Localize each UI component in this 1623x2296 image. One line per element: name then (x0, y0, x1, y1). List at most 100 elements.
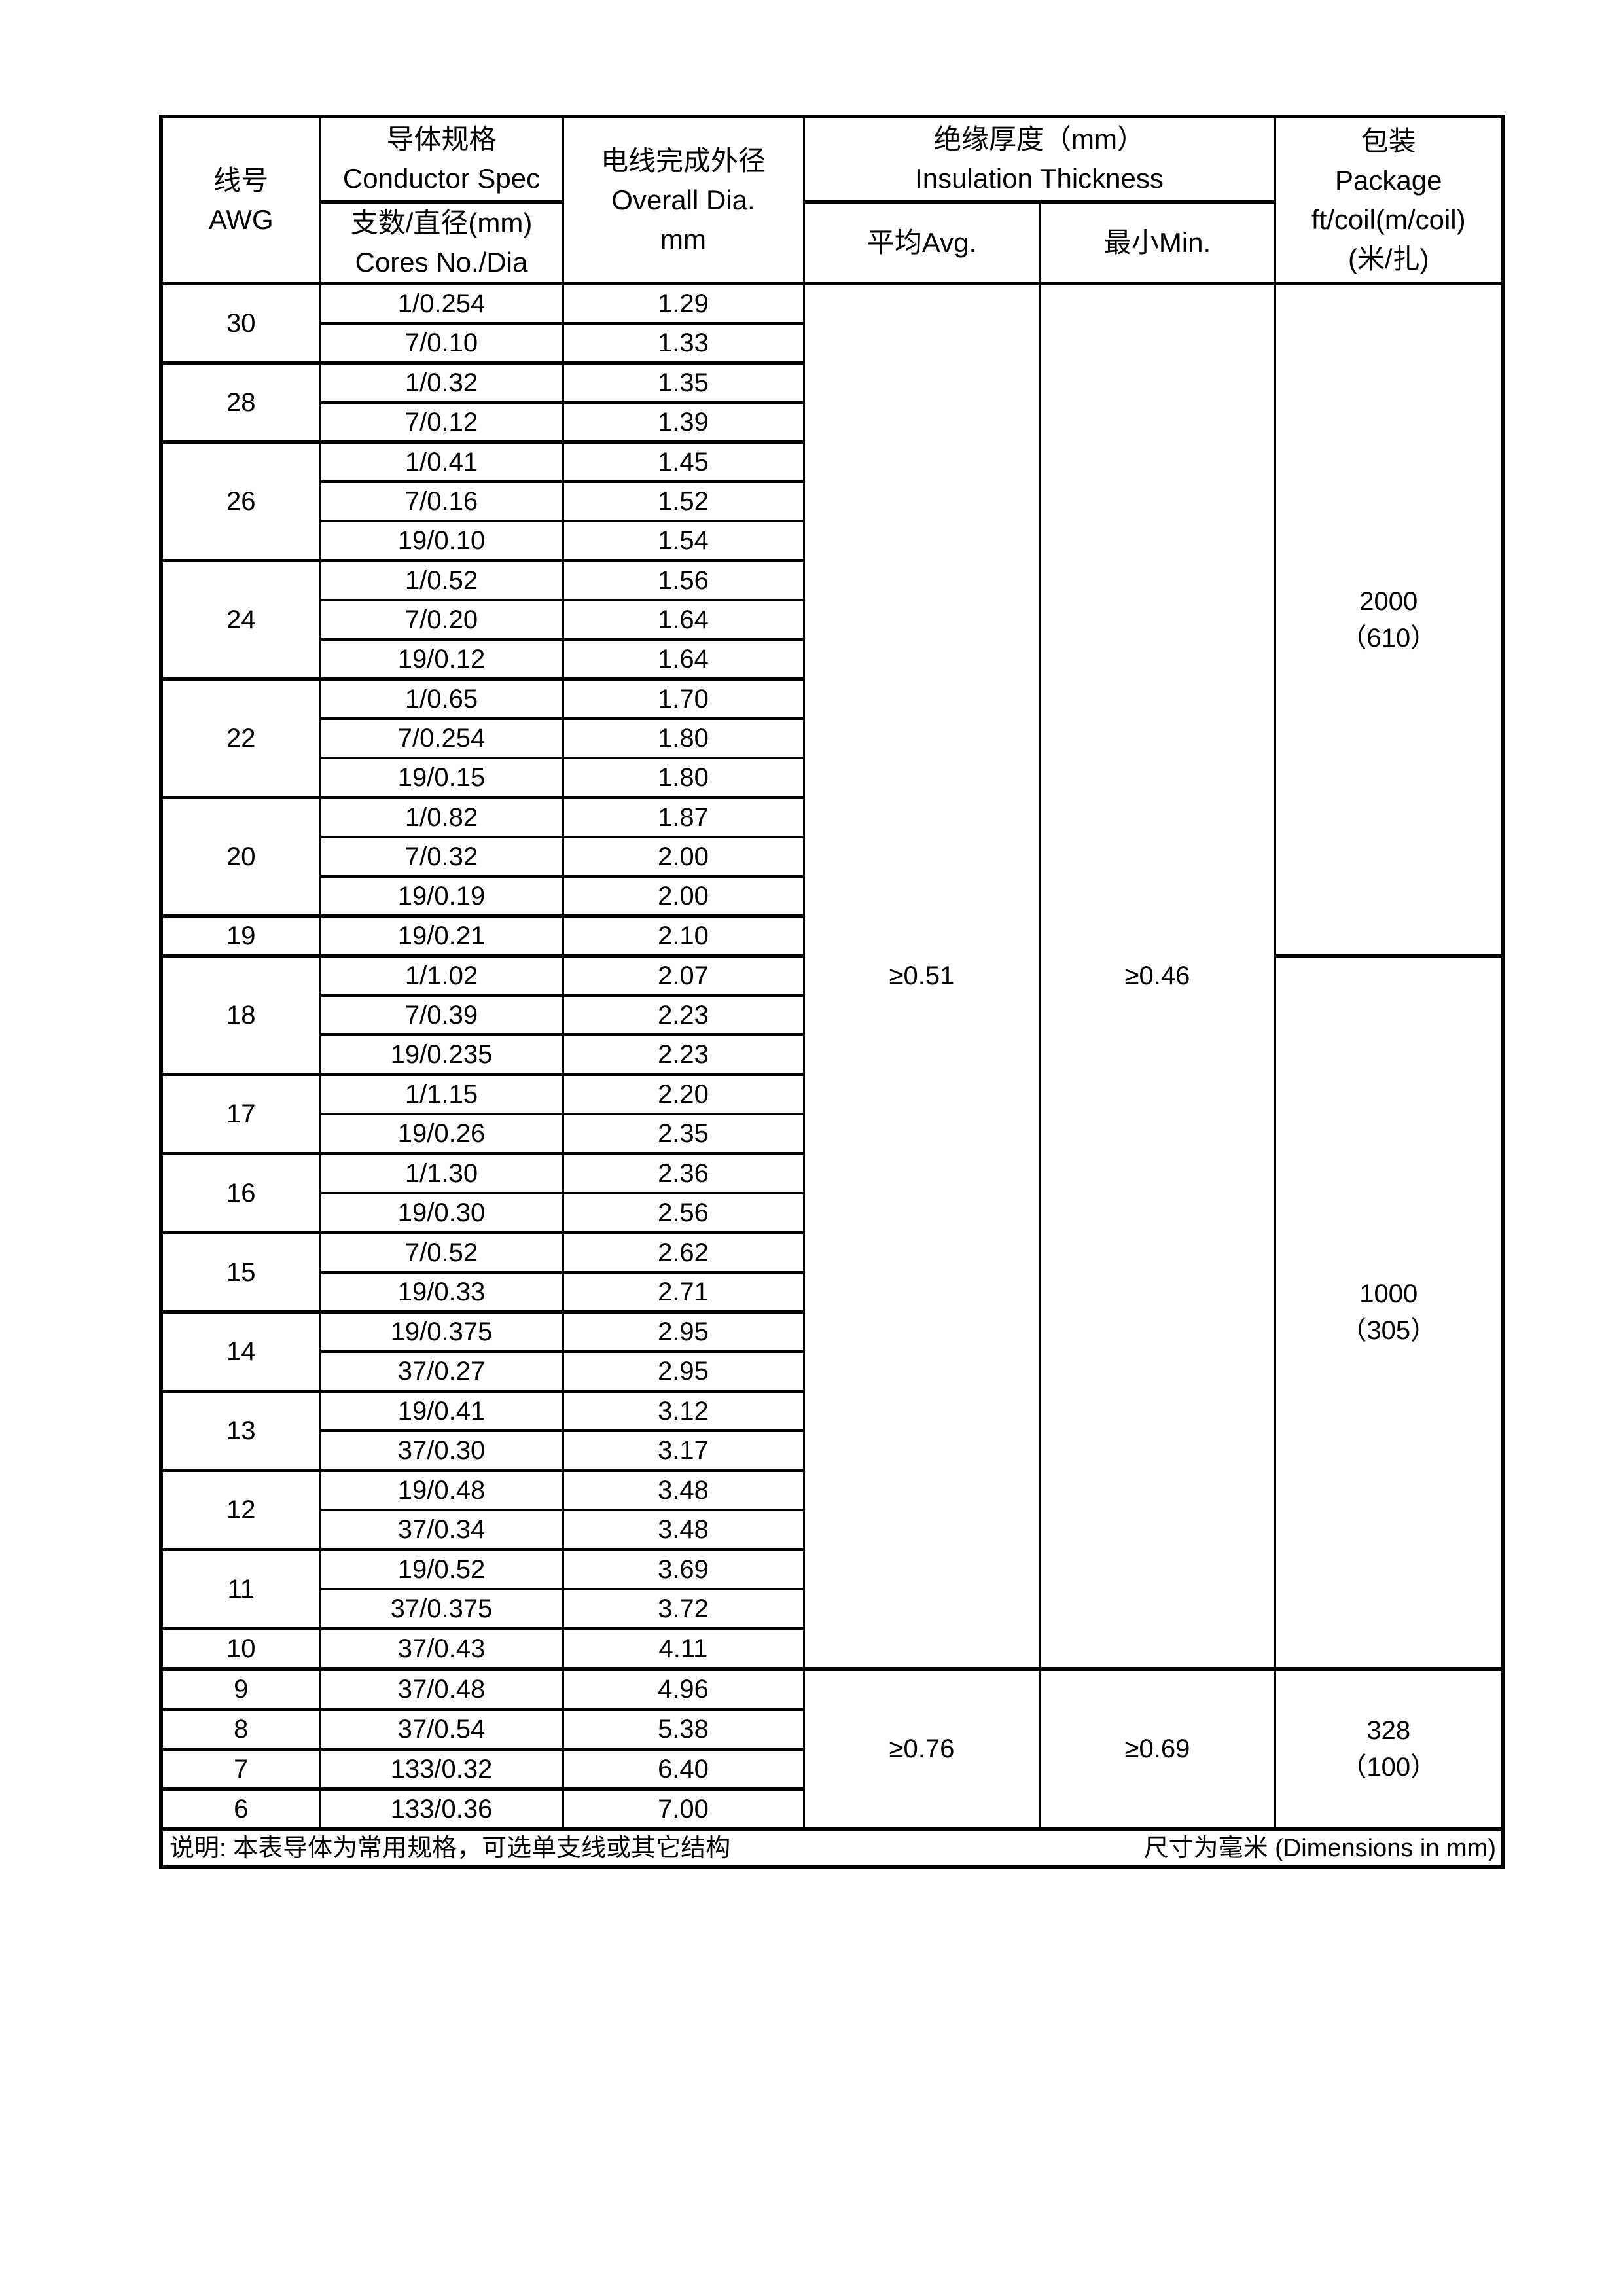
awg-cell: 17 (160, 1072, 321, 1155)
awg-cell: 24 (160, 558, 321, 680)
table-row: 19/0.235 2.23 (161, 1033, 1503, 1075)
dia-cell: 2.23 (562, 1033, 805, 1075)
package-meters: （305） (1340, 1316, 1437, 1345)
cores-cell: 1/1.15 (319, 1072, 564, 1115)
header-insulation-zh: 绝缘厚度（mm） (934, 124, 1145, 155)
dia-cell: 2.95 (562, 1310, 805, 1353)
dia-cell: 2.71 (562, 1270, 805, 1313)
table-row: 7/0.12 1.39 (161, 401, 1503, 443)
cores-cell: 37/0.48 (319, 1666, 564, 1710)
table-row: 30 1/0.254 1.29 ≥0.51 ≥0.46 2000 （610） (160, 281, 1505, 1670)
cores-cell: 19/0.21 (319, 914, 564, 957)
table-row: 37/0.30 3.17 (161, 1429, 1503, 1471)
cores-cell: 19/0.33 (319, 1270, 564, 1313)
header-insulation-en: Insulation Thickness (915, 163, 1164, 194)
awg-cell: 11 (160, 1547, 321, 1630)
header-row-sub: 支数/直径(mm) Cores No./Dia 平均Avg. 最小Min. (161, 200, 1503, 285)
dia-cell: 3.12 (562, 1389, 805, 1432)
dia-cell: 2.62 (562, 1230, 805, 1274)
cores-cell: 1/1.30 (319, 1151, 564, 1194)
dia-cell: 1.64 (562, 637, 805, 680)
awg-cell: 8 (160, 1707, 321, 1750)
header-awg-zh: 线号 (213, 164, 269, 196)
dia-cell: 1.54 (562, 519, 805, 562)
table-row: 19/0.30 2.56 (161, 1191, 1503, 1234)
header-insulation: 绝缘厚度（mm） Insulation Thickness (802, 115, 1276, 203)
header-package: 包装 Package ft/coil(m/coil) (米/扎) (1274, 115, 1505, 285)
footer-row: 说明: 本表导体为常用规格，可选单支线或其它结构 尺寸为毫米 (Dimensio… (160, 1827, 1505, 1869)
awg-cell: 26 (160, 440, 321, 562)
header-dia-en: Overall Dia. (611, 184, 755, 215)
cores-cell: 19/0.235 (319, 1033, 564, 1075)
awg-cell: 22 (160, 677, 321, 798)
awg-cell: 18 (160, 954, 321, 1075)
cores-cell: 19/0.375 (319, 1310, 564, 1353)
header-dia-unit: mm (660, 223, 706, 255)
cores-cell: 1/0.254 (319, 281, 564, 325)
cores-cell: 7/0.32 (319, 835, 564, 878)
table-row: 20 1/0.82 1.87 (160, 795, 1503, 917)
cores-cell: 133/0.36 (319, 1787, 564, 1831)
cores-cell: 37/0.375 (319, 1587, 564, 1630)
package-cell: 1000 （305） (1274, 954, 1505, 1670)
table-row: 9 37/0.48 4.96 ≥0.76 ≥0.69 328 （100） (160, 1666, 1505, 1831)
awg-cell: 19 (160, 914, 321, 957)
package-qty: 2000 (1359, 586, 1418, 616)
cores-cell: 19/0.48 (319, 1468, 564, 1511)
dia-cell: 2.00 (562, 835, 805, 878)
awg-cell: 10 (160, 1626, 321, 1670)
table-row: 10 37/0.43 4.11 (160, 1626, 1503, 1670)
footer-note: 说明: 本表导体为常用规格，可选单支线或其它结构 (169, 1834, 731, 1862)
table-row: 15 7/0.52 2.62 (160, 1230, 1503, 1313)
table-row: 17 1/1.15 2.20 (160, 1072, 1503, 1155)
cores-cell: 37/0.34 (319, 1508, 564, 1551)
cores-cell: 1/0.41 (319, 440, 564, 483)
table-row: 7/0.20 1.64 (161, 598, 1503, 641)
spec-table-footer: 说明: 本表导体为常用规格，可选单支线或其它结构 尺寸为毫米 (Dimensio… (160, 1827, 1505, 1869)
dia-cell: 2.36 (562, 1151, 805, 1194)
table-row: 8 37/0.54 5.38 (160, 1707, 1503, 1750)
cores-cell: 19/0.10 (319, 519, 564, 562)
awg-cell: 16 (160, 1151, 321, 1234)
cores-cell: 19/0.19 (319, 874, 564, 917)
cores-cell: 7/0.20 (319, 598, 564, 641)
insulation-min-cell: ≥0.46 (1039, 281, 1276, 1670)
awg-cell: 13 (160, 1389, 321, 1471)
dia-cell: 2.95 (562, 1350, 805, 1392)
table-row: 28 1/0.32 1.35 (160, 361, 1503, 443)
table-row: 16 1/1.30 2.36 (160, 1151, 1503, 1234)
header-overall-dia: 电线完成外径 Overall Dia. mm (562, 115, 805, 285)
dia-cell: 2.35 (562, 1112, 805, 1155)
table-row: 12 19/0.48 3.48 (160, 1468, 1503, 1551)
awg-cell: 15 (160, 1230, 321, 1313)
table-row: 19/0.15 1.80 (161, 756, 1503, 798)
header-cores: 支数/直径(mm) Cores No./Dia (319, 200, 564, 285)
insulation-avg-cell: ≥0.76 (802, 1666, 1041, 1831)
cores-cell: 37/0.54 (319, 1707, 564, 1750)
dia-cell: 4.11 (562, 1626, 805, 1670)
dia-cell: 1.56 (562, 558, 805, 601)
cores-cell: 19/0.52 (319, 1547, 564, 1590)
table-row: 19/0.12 1.64 (161, 637, 1503, 680)
package-meters: （610） (1340, 623, 1437, 653)
awg-cell: 30 (160, 281, 321, 364)
insulation-avg-cell: ≥0.51 (802, 281, 1041, 1670)
table-row: 37/0.34 3.48 (161, 1508, 1503, 1551)
cores-cell: 37/0.43 (319, 1626, 564, 1670)
table-row: 26 1/0.41 1.45 (160, 440, 1503, 562)
header-conductor-zh: 导体规格 (386, 124, 497, 155)
dia-cell: 3.48 (562, 1468, 805, 1511)
awg-cell: 7 (160, 1747, 321, 1790)
dia-cell: 7.00 (562, 1787, 805, 1831)
dia-cell: 1.45 (562, 440, 805, 483)
package-qty: 1000 (1359, 1279, 1418, 1308)
table-row: 19/0.33 2.71 (161, 1270, 1503, 1313)
header-package-zh: 包装 (1361, 125, 1416, 156)
header-package-unit2: (米/扎) (1347, 243, 1429, 274)
dia-cell: 2.56 (562, 1191, 805, 1234)
insulation-min-cell: ≥0.69 (1039, 1666, 1276, 1831)
header-avg: 平均Avg. (802, 200, 1041, 285)
header-cores-zh: 支数/直径(mm) (350, 207, 533, 238)
header-conductor-en: Conductor Spec (342, 163, 541, 194)
dia-cell: 3.17 (562, 1429, 805, 1471)
